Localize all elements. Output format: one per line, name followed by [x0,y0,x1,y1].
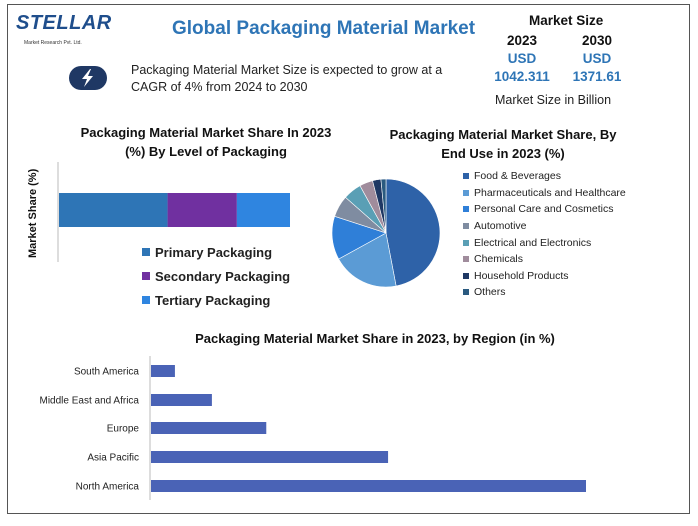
legend-item-automotive: Automotive [463,218,626,235]
end-use-pie [331,178,441,288]
region-tick-label-4: North America [76,482,140,493]
pie-slice-7 [380,178,387,234]
logo-subtext: Market Research Pvt. Ltd. [24,40,82,46]
lightning-bolt-icon [69,66,107,90]
market-size-currency: USD [582,51,612,66]
legend-item-personal-care: Personal Care and Cosmetics [463,201,626,218]
legend-label: Tertiary Packaging [155,292,271,308]
market-size-2023: 2023 USD 1042.311 [489,32,555,86]
market-size-year: 2023 [506,33,538,48]
region-bar-1 [151,394,212,406]
region-tick-label-2: Europe [107,424,140,435]
packaging-level-legend: Primary Packaging Secondary Packaging Te… [142,240,290,312]
legend-item-chemicals: Chemicals [463,251,626,268]
end-use-chart-title: Packaging Material Market Share, By End … [389,127,617,161]
legend-label: Primary Packaging [155,244,273,260]
pie-slice-1 [338,232,397,288]
logo-text: STELLAR [16,12,112,34]
region-tick-label-1: Middle East and Africa [40,396,140,407]
legend-item-primary-packaging: Primary Packaging [142,240,290,264]
region-bar-0 [151,365,175,377]
market-size-2030: 2030 USD 1371.61 [564,32,630,86]
stacked-bar-segment-2 [236,193,290,227]
region-bar-2 [151,422,267,434]
packaging-level-bars [59,193,290,227]
pie-slice-0 [385,178,441,287]
stacked-bar-segment-1 [167,193,237,227]
region-bars: South America Middle East and Africa Europ… [40,365,586,493]
legend-item-electrical: Electrical and Electronics [463,234,626,251]
legend-label: Electrical and Electronics [474,236,592,249]
legend-swatch [463,256,469,263]
legend-item-secondary-packaging: Secondary Packaging [142,264,290,288]
legend-swatch [463,223,469,230]
region-tick-label-3: Asia Pacific [87,453,139,464]
legend-item-others: Others [463,284,626,301]
region-bar-4 [151,480,586,492]
legend-label: Personal Care and Cosmetics [474,203,614,216]
market-size-value: 1042.311 [494,69,550,84]
legend-label: Chemicals [474,253,524,266]
legend-swatch [463,289,469,296]
legend-swatch [142,272,150,280]
legend-item-pharmaceuticals: Pharmaceuticals and Healthcare [463,185,626,202]
market-size-currency: USD [507,51,537,66]
region-tick-label-0: South America [74,367,139,378]
legend-swatch [463,189,469,196]
legend-swatch [142,296,150,304]
stacked-bar-segment-0 [59,193,168,227]
end-use-legend: Food & Beverages Pharmaceuticals and Hea… [463,168,626,301]
market-size-heading: Market Size [529,13,604,28]
legend-item-food-beverages: Food & Beverages [463,168,626,185]
legend-item-tertiary-packaging: Tertiary Packaging [142,288,290,312]
packaging-level-chart-title: Packaging Material Market Share In 2023 … [80,125,332,159]
legend-label: Food & Beverages [474,170,561,183]
stellar-logo: STELLAR Market Research Pvt. Ltd. [16,12,111,52]
legend-swatch [463,239,469,246]
legend-label: Secondary Packaging [155,268,291,284]
region-chart-title: Packaging Material Market Share in 2023,… [195,331,555,346]
legend-item-household: Household Products [463,268,626,285]
page-title: Global Packaging Material Market [172,18,476,39]
legend-swatch [142,248,150,256]
legend-swatch [463,206,469,213]
market-description: Packaging Material Market Size is expect… [131,63,443,94]
legend-label: Automotive [474,220,527,233]
market-size-footnote: Market Size in Billion [495,93,612,107]
region-bar-3 [151,451,389,463]
legend-label: Others [474,286,506,299]
market-size-year: 2030 [581,33,613,48]
legend-label: Household Products [474,269,569,282]
legend-label: Pharmaceuticals and Healthcare [474,186,626,199]
legend-swatch [463,272,469,279]
market-size-value: 1371.61 [572,69,622,84]
legend-swatch [463,173,469,180]
